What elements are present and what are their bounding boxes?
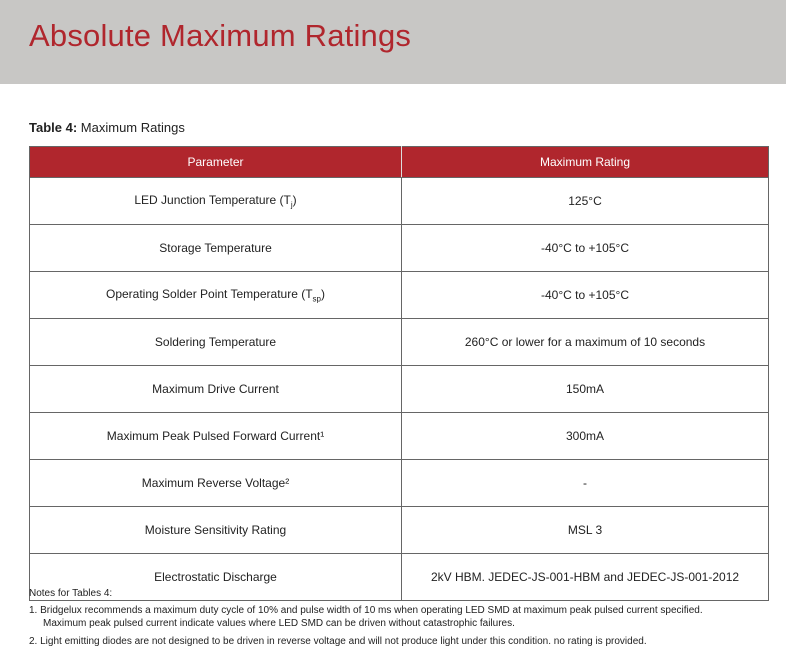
- parameter-text: LED Junction Temperature (T: [134, 192, 291, 207]
- parameter-cell: Moisture Sensitivity Rating: [29, 506, 402, 554]
- parameter-text: Soldering Temperature: [154, 335, 277, 349]
- notes-heading: Notes for Tables 4:: [29, 588, 113, 599]
- table-row: Maximum Peak Pulsed Forward Current¹ 300m…: [29, 412, 769, 460]
- parameter-cell: Maximum Reverse Voltage²: [29, 459, 402, 507]
- parameter-cell: Maximum Peak Pulsed Forward Current¹: [29, 412, 402, 460]
- parameter-cell: Soldering Temperature: [29, 318, 402, 366]
- note-2: 2. Light emitting diodes are not designe…: [29, 636, 647, 647]
- page-title: Absolute Maximum Ratings: [29, 18, 412, 53]
- ratings-table: Parameter Maximum Rating LED Junction Te…: [29, 146, 769, 601]
- table-row: LED Junction Temperature (Tj) 125°C: [29, 177, 769, 225]
- rating-cell: MSL 3: [401, 506, 769, 554]
- table-caption: Table 4: Maximum Ratings: [29, 120, 185, 135]
- rating-cell: 125°C: [401, 177, 769, 225]
- table-row: Maximum Drive Current 150mA: [29, 365, 769, 413]
- table-row: Electrostatic Discharge 2kV HBM. JEDEC-JS…: [29, 553, 769, 601]
- column-header-rating: Maximum Rating: [401, 146, 769, 178]
- table-row: Maximum Reverse Voltage² -: [29, 459, 769, 507]
- rating-cell: -40°C to +105°C: [401, 271, 769, 319]
- parameter-subscript: sp: [312, 294, 321, 304]
- parameter-text: Electrostatic Discharge: [154, 570, 277, 584]
- column-header-parameter: Parameter: [29, 146, 402, 178]
- table-row: Moisture Sensitivity Rating MSL 3: [29, 506, 769, 554]
- parameter-cell: Storage Temperature: [29, 224, 402, 272]
- parameter-cell: Electrostatic Discharge: [29, 553, 402, 601]
- parameter-text: Maximum Peak Pulsed Forward Current¹: [106, 429, 325, 443]
- parameter-cell: Maximum Drive Current: [29, 365, 402, 413]
- rating-cell: -: [401, 459, 769, 507]
- parameter-cell: LED Junction Temperature (Tj): [29, 177, 402, 225]
- table-header-row: Parameter Maximum Rating: [29, 146, 769, 178]
- parameter-cell: Operating Solder Point Temperature (Tsp): [29, 271, 402, 319]
- header-banner: Absolute Maximum Ratings: [0, 0, 786, 84]
- rating-cell: 260°C or lower for a maximum of 10 secon…: [401, 318, 769, 366]
- table-row: Operating Solder Point Temperature (Tsp)…: [29, 271, 769, 319]
- parameter-text: Maximum Reverse Voltage²: [141, 476, 290, 490]
- table-row: Soldering Temperature 260°C or lower for …: [29, 318, 769, 366]
- table-row: Storage Temperature -40°C to +105°C: [29, 224, 769, 272]
- parameter-subscript: j: [290, 200, 293, 210]
- parameter-text: Operating Solder Point Temperature (T: [105, 286, 313, 301]
- parameter-close: ): [292, 192, 297, 207]
- parameter-text: Storage Temperature: [159, 241, 272, 255]
- caption-label: Table 4:: [29, 120, 78, 135]
- note-1: 1. Bridgelux recommends a maximum duty c…: [29, 605, 703, 616]
- rating-cell: 150mA: [401, 365, 769, 413]
- parameter-text: Moisture Sensitivity Rating: [144, 523, 287, 537]
- rating-cell: 2kV HBM. JEDEC-JS-001-HBM and JEDEC-JS-0…: [401, 553, 769, 601]
- rating-cell: -40°C to +105°C: [401, 224, 769, 272]
- caption-text: Maximum Ratings: [80, 120, 185, 135]
- parameter-text: Maximum Drive Current: [152, 382, 279, 396]
- parameter-close: ): [321, 286, 325, 301]
- rating-cell: 300mA: [401, 412, 769, 460]
- notes: Notes for Tables 4: 1. Bridgelux recomme…: [29, 587, 703, 650]
- note-1-cont: Maximum peak pulsed current indicate val…: [43, 618, 515, 629]
